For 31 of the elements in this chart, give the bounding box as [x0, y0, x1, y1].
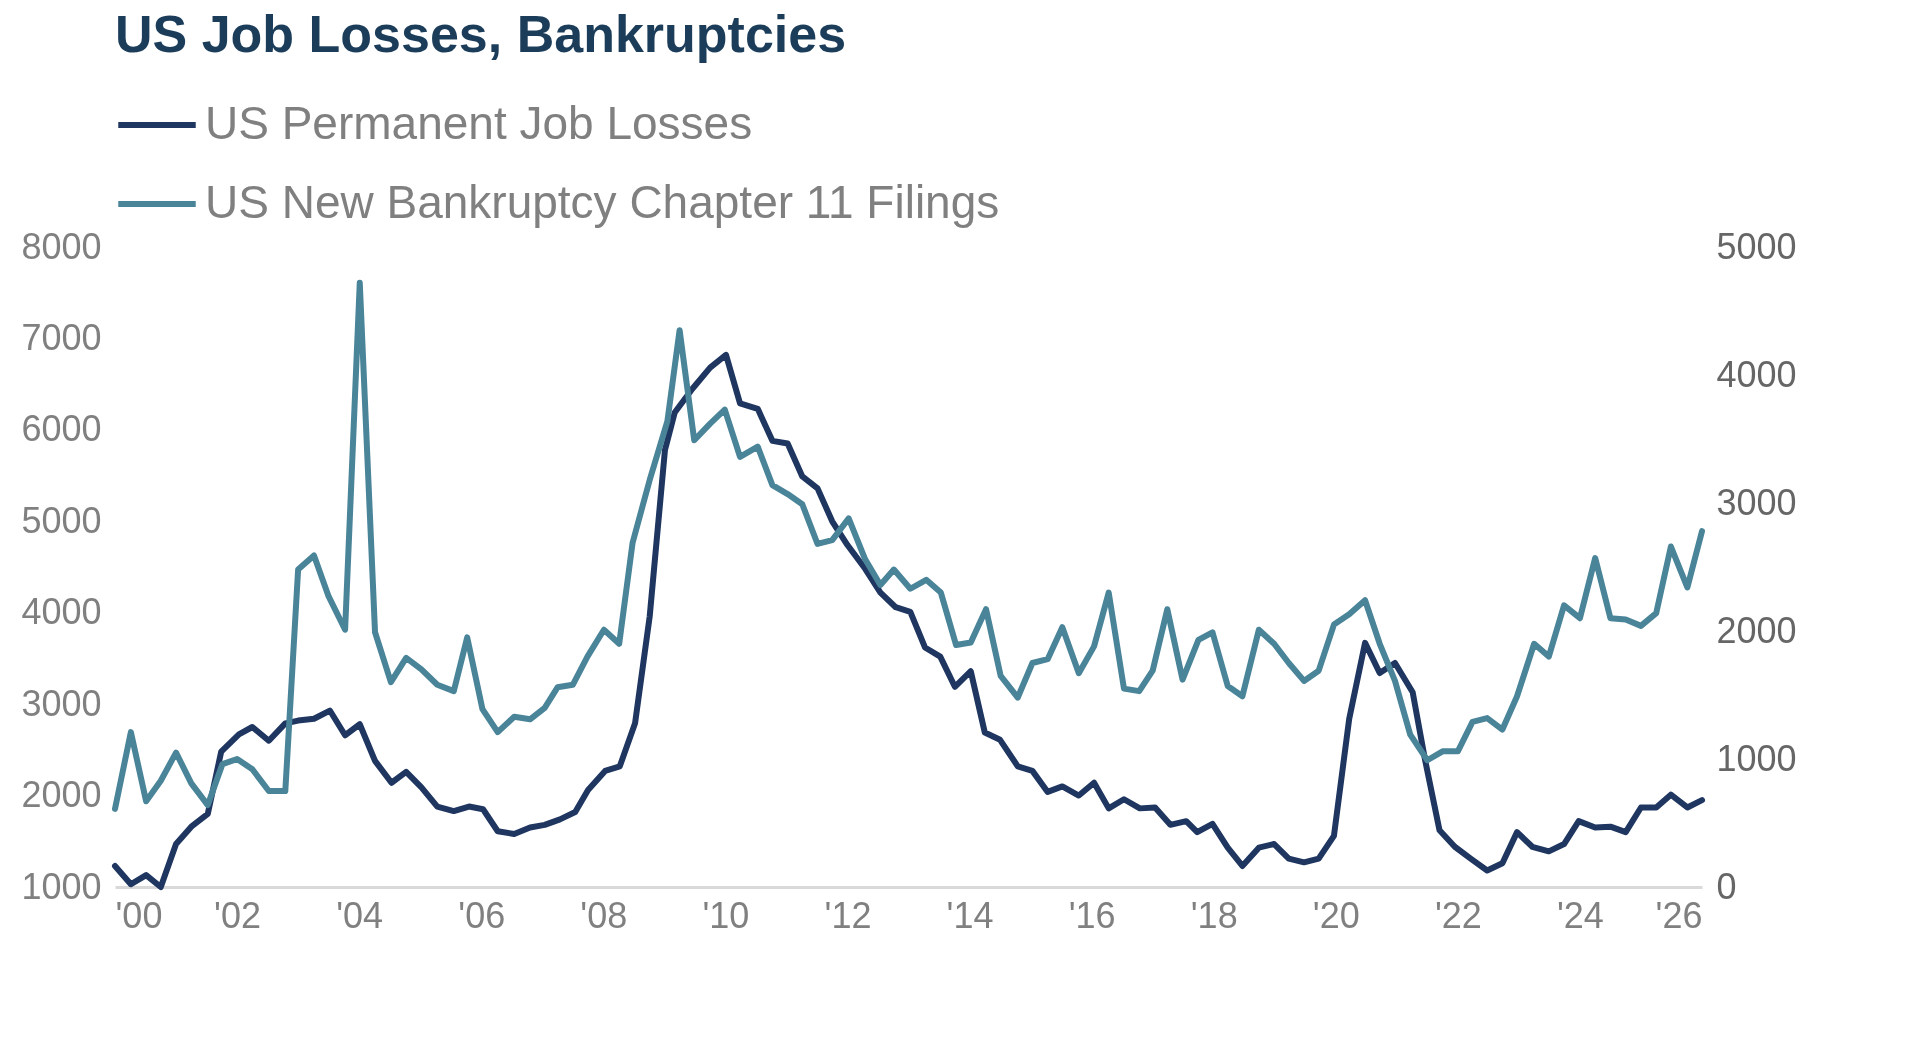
- y2-tick-label: 5000: [1716, 225, 1797, 267]
- x-tick-label: '20: [1312, 894, 1360, 936]
- x-tick-label: '12: [824, 894, 872, 936]
- y2-tick-label: 3000: [1716, 481, 1797, 523]
- x-tick-label: '02: [214, 894, 262, 936]
- y-tick-label: 8000: [21, 225, 102, 267]
- x-tick-label: '10: [702, 894, 750, 936]
- legend-label: US Permanent Job Losses: [205, 97, 753, 149]
- y2-tick-label: 2000: [1716, 609, 1797, 651]
- y2-tick-label: 0: [1716, 865, 1737, 907]
- x-tick-label: '04: [336, 894, 384, 936]
- y-tick-label: 1000: [21, 865, 102, 907]
- x-tick-label: '18: [1190, 894, 1238, 936]
- x-tick-label: '06: [458, 894, 506, 936]
- y2-tick-label: 1000: [1716, 737, 1797, 779]
- x-tick-label: '00: [115, 894, 163, 936]
- x-tick-label: '26: [1655, 894, 1703, 936]
- x-tick-label: '24: [1556, 894, 1604, 936]
- y-tick-label: 3000: [21, 682, 102, 724]
- x-tick-label: '14: [946, 894, 994, 936]
- y-tick-label: 2000: [21, 774, 102, 816]
- y-tick-label: 5000: [21, 499, 102, 541]
- legend-label: US New Bankruptcy Chapter 11 Filings: [205, 176, 1000, 228]
- y-tick-label: 6000: [21, 408, 102, 450]
- y2-tick-label: 4000: [1716, 353, 1797, 395]
- x-tick-label: '16: [1068, 894, 1116, 936]
- chart-title: US Job Losses, Bankruptcies: [115, 5, 847, 63]
- x-tick-label: '08: [580, 894, 628, 936]
- x-tick-label: '22: [1434, 894, 1482, 936]
- y-tick-label: 7000: [21, 316, 102, 358]
- y-tick-label: 4000: [21, 591, 102, 633]
